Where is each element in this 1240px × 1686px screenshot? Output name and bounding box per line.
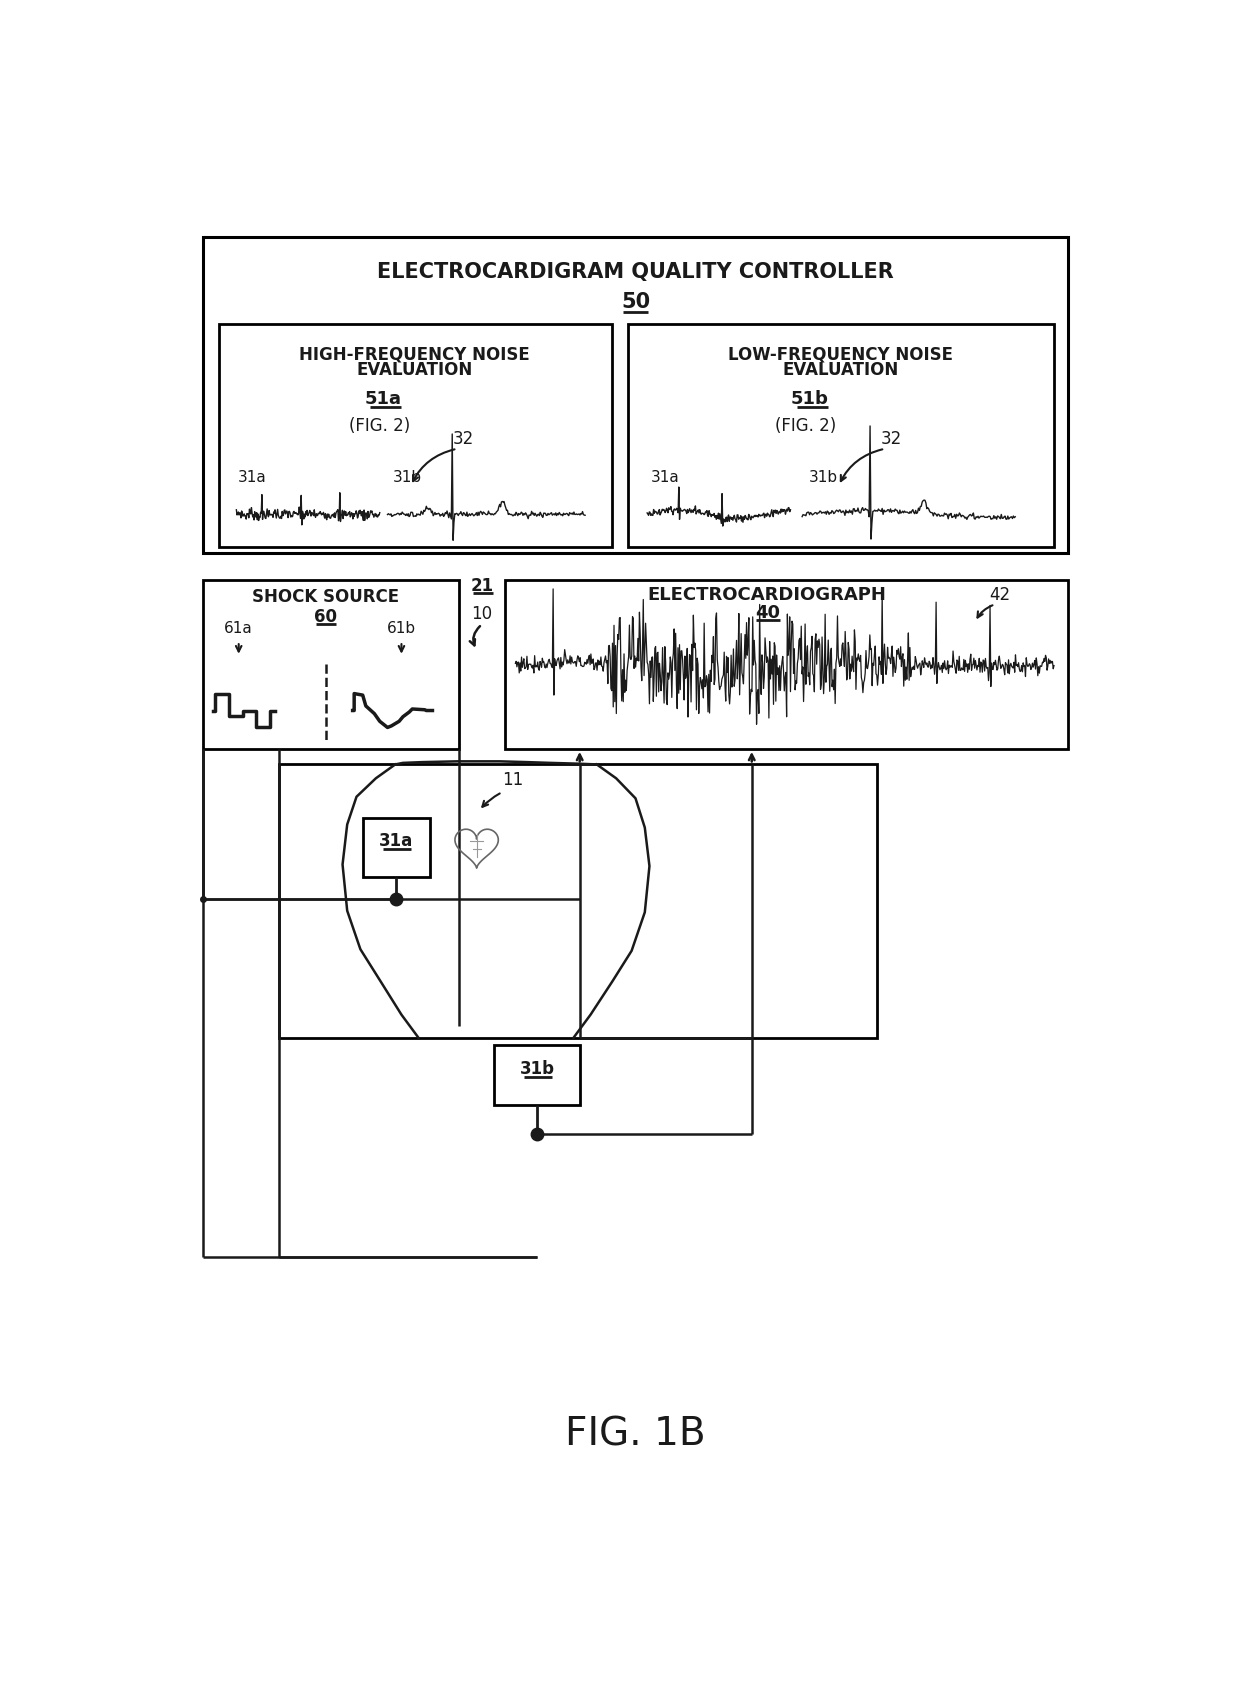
Text: 50: 50	[621, 292, 650, 312]
Text: SHOCK SOURCE: SHOCK SOURCE	[252, 587, 399, 605]
Text: 61b: 61b	[387, 622, 415, 636]
Bar	[495, 1045, 580, 1104]
Text: 31b: 31b	[808, 470, 837, 486]
Text: 32: 32	[453, 430, 474, 448]
Bar	[363, 818, 430, 877]
Text: 51b: 51b	[791, 389, 828, 408]
Text: ELECTROCARDIOGRAPH: ELECTROCARDIOGRAPH	[647, 587, 887, 604]
Bar	[218, 324, 613, 548]
Text: 32: 32	[880, 430, 901, 448]
Text: 61a: 61a	[224, 622, 253, 636]
Text: 42: 42	[990, 587, 1011, 604]
Text: 31a: 31a	[238, 470, 267, 486]
Text: (FIG. 2): (FIG. 2)	[775, 416, 837, 435]
Bar	[203, 238, 1068, 553]
Text: 31a: 31a	[651, 470, 680, 486]
Text: (FIG. 2): (FIG. 2)	[350, 416, 410, 435]
Text: 31b: 31b	[520, 1060, 554, 1079]
Bar	[506, 580, 1068, 749]
Bar	[627, 324, 1054, 548]
Text: 31a: 31a	[379, 833, 413, 850]
Text: HIGH-FREQUENCY NOISE: HIGH-FREQUENCY NOISE	[299, 346, 529, 364]
Text: EVALUATION: EVALUATION	[357, 361, 472, 379]
Bar	[203, 580, 459, 749]
Text: 10: 10	[471, 605, 492, 624]
Text: 51a: 51a	[365, 389, 402, 408]
Text: EVALUATION: EVALUATION	[782, 361, 899, 379]
Text: 31b: 31b	[392, 470, 422, 486]
Bar	[279, 764, 878, 1039]
Text: 40: 40	[755, 604, 780, 622]
Text: 11: 11	[502, 771, 523, 789]
Text: 60: 60	[314, 607, 337, 626]
Text: 21: 21	[470, 577, 494, 595]
Text: ELECTROCARDIGRAM QUALITY CONTROLLER: ELECTROCARDIGRAM QUALITY CONTROLLER	[377, 261, 894, 282]
Text: LOW-FREQUENCY NOISE: LOW-FREQUENCY NOISE	[728, 346, 954, 364]
Text: FIG. 1B: FIG. 1B	[565, 1415, 706, 1453]
